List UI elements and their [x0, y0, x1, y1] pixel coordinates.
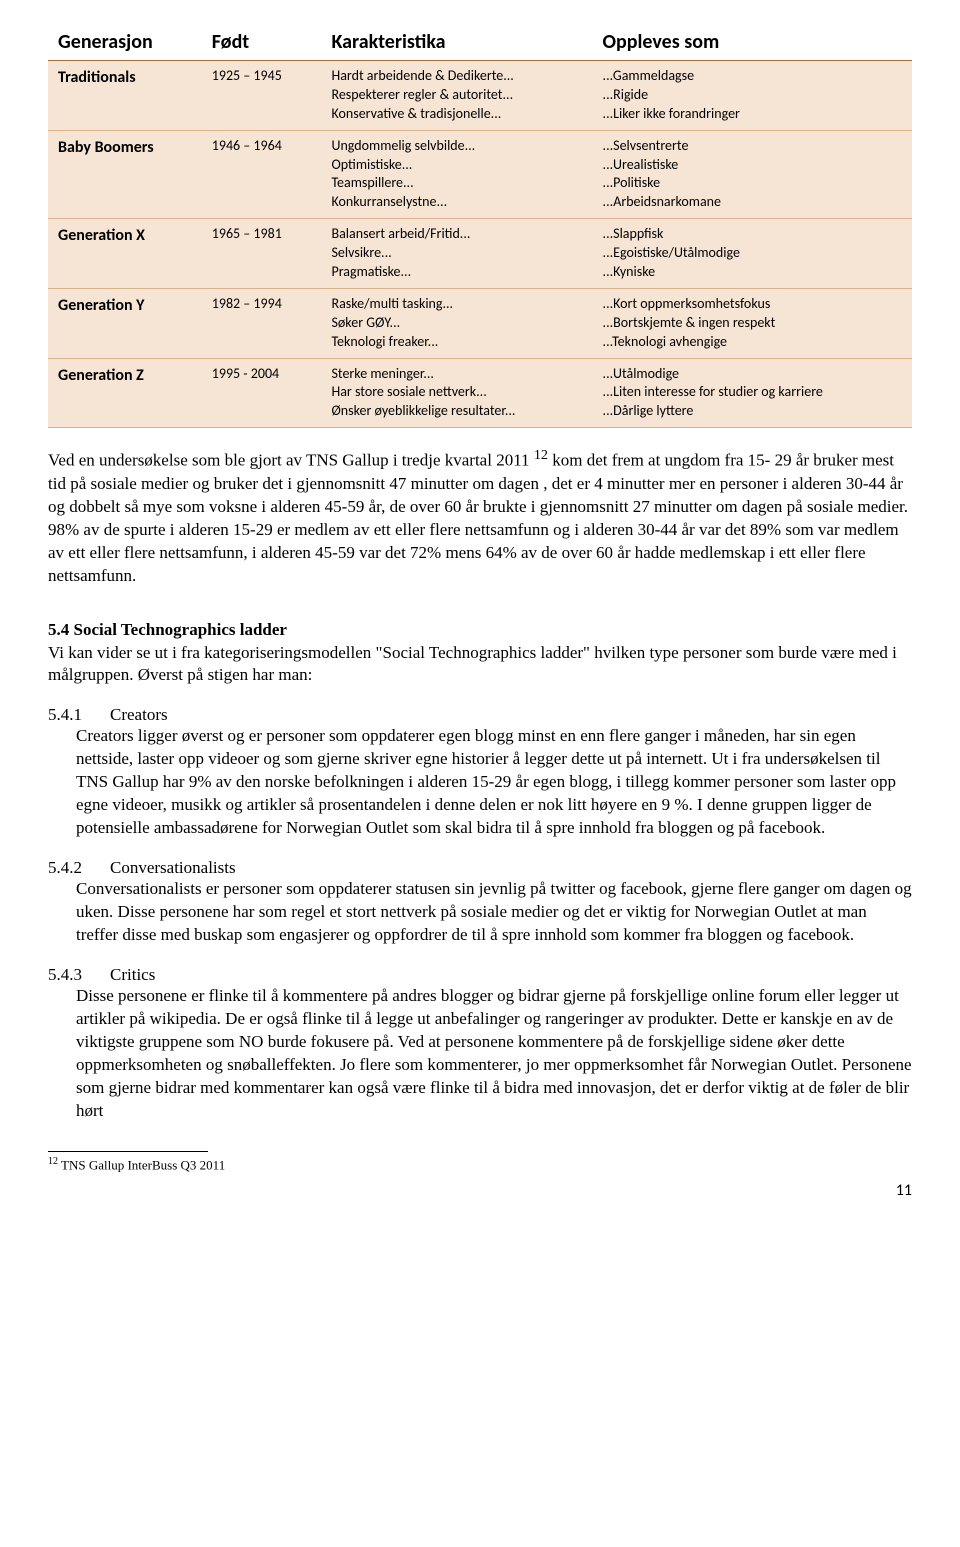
cell-characteristics: Hardt arbeidende & Dedikerte...Respekter…: [321, 61, 592, 131]
table-row: Generation Z1995 - 2004Sterke meninger..…: [48, 358, 912, 428]
subsection-title: Conversationalists: [110, 858, 236, 877]
subsection-title: Creators: [110, 705, 168, 724]
footnote-12: 12 TNS Gallup InterBuss Q3 2011: [48, 1156, 912, 1173]
cell-years: 1946 – 1964: [202, 130, 322, 219]
cell-years: 1965 – 1981: [202, 219, 322, 289]
section-5-4-desc: Vi kan vider se ut i fra kategoriserings…: [48, 642, 912, 688]
col-fodt: Født: [202, 24, 322, 61]
subsection-body: Conversationalists er personer som oppda…: [76, 878, 912, 947]
cell-generation: Generation Z: [48, 358, 202, 428]
table-header-row: Generasjon Født Karakteristika Oppleves …: [48, 24, 912, 61]
subsection-number: 5.4.3: [48, 965, 82, 984]
para1-text-a: Ved en undersøkelse som ble gjort av TNS…: [48, 451, 534, 470]
col-karakteristika: Karakteristika: [321, 24, 592, 61]
cell-characteristics: Raske/multi tasking...Søker GØY...Teknol…: [321, 288, 592, 358]
col-generasjon: Generasjon: [48, 24, 202, 61]
cell-generation: Generation Y: [48, 288, 202, 358]
cell-perceived: ...Utålmodige...Liten interesse for stud…: [593, 358, 912, 428]
cell-perceived: ...Kort oppmerksomhetsfokus...Bortskjemt…: [593, 288, 912, 358]
subsection-heading: 5.4.1 Creators: [48, 705, 912, 725]
cell-generation: Traditionals: [48, 61, 202, 131]
subsection-number: 5.4.1: [48, 705, 82, 724]
cell-perceived: ...Slappfisk...Egoistiske/Utålmodige...K…: [593, 219, 912, 289]
cell-generation: Baby Boomers: [48, 130, 202, 219]
cell-characteristics: Sterke meninger...Har store sosiale nett…: [321, 358, 592, 428]
cell-characteristics: Ungdommelig selvbilde...Optimistiske...T…: [321, 130, 592, 219]
col-oppleves: Oppleves som: [593, 24, 912, 61]
generations-table: Generasjon Født Karakteristika Oppleves …: [48, 24, 912, 428]
footnote-text: TNS Gallup InterBuss Q3 2011: [58, 1157, 225, 1172]
footnote-num: 12: [48, 1156, 58, 1167]
cell-perceived: ...Selvsentrerte...Urealistiske...Politi…: [593, 130, 912, 219]
subsection-body: Creators ligger øverst og er personer so…: [76, 725, 912, 840]
table-row: Generation X1965 – 1981Balansert arbeid/…: [48, 219, 912, 289]
footnote-ref-12: 12: [534, 447, 548, 463]
cell-perceived: ...Gammeldagse...Rigide...Liker ikke for…: [593, 61, 912, 131]
table-row: Traditionals1925 – 1945Hardt arbeidende …: [48, 61, 912, 131]
cell-characteristics: Balansert arbeid/Fritid...Selvsikre...Pr…: [321, 219, 592, 289]
subsection-heading: 5.4.2 Conversationalists: [48, 858, 912, 878]
paragraph-survey: Ved en undersøkelse som ble gjort av TNS…: [48, 446, 912, 587]
subsection-title: Critics: [110, 965, 155, 984]
footnote-rule: [48, 1151, 208, 1152]
cell-years: 1995 - 2004: [202, 358, 322, 428]
table-row: Baby Boomers1946 – 1964Ungdommelig selvb…: [48, 130, 912, 219]
cell-years: 1925 – 1945: [202, 61, 322, 131]
subsection-number: 5.4.2: [48, 858, 82, 877]
para1-text-b: kom det frem at ungdom fra 15- 29 år bru…: [48, 451, 908, 585]
page-number: 11: [48, 1181, 912, 1200]
table-row: Generation Y1982 – 1994Raske/multi taski…: [48, 288, 912, 358]
subsection-heading: 5.4.3 Critics: [48, 965, 912, 985]
section-5-4-title: 5.4 Social Technographics ladder: [48, 620, 912, 640]
subsection-body: Disse personene er flinke til å kommente…: [76, 985, 912, 1123]
cell-years: 1982 – 1994: [202, 288, 322, 358]
cell-generation: Generation X: [48, 219, 202, 289]
